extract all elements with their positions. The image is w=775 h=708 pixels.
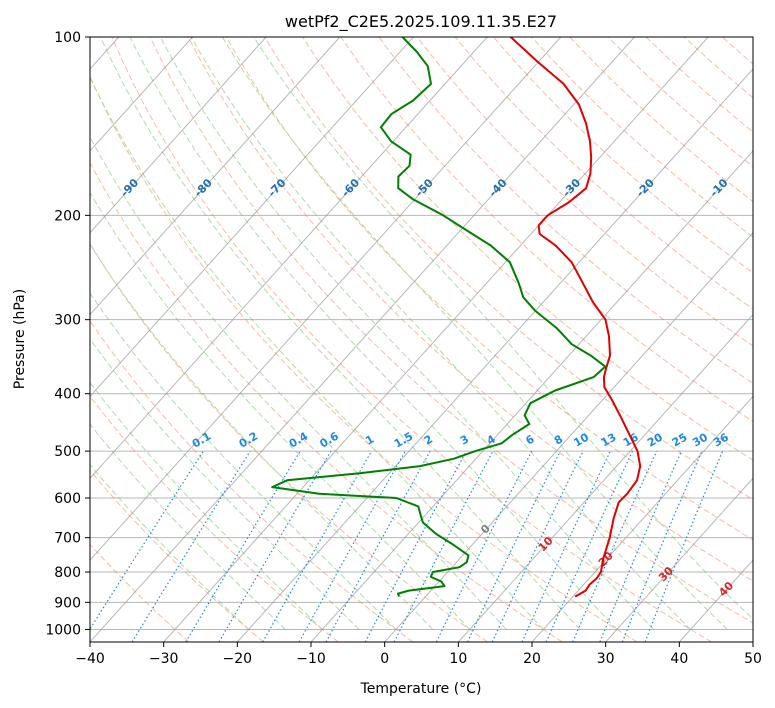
mixing-ratio-line: [572, 450, 658, 642]
y-tick-label: 800: [54, 565, 81, 581]
isotherm-line: [752, 641, 753, 642]
dry-adiabat: [90, 75, 638, 642]
plot-frame: [89, 36, 754, 643]
x-tick-label: −20: [223, 651, 253, 667]
mixing-ratio-line: [364, 450, 467, 642]
dewpoint-line: [271, 37, 607, 597]
isotherm-line: [531, 395, 753, 642]
x-tick-label: 30: [597, 651, 615, 667]
plot-background: [90, 37, 753, 642]
dry-adiabat: [149, 37, 753, 624]
x-tick-label: −30: [149, 651, 179, 667]
y-tick-label: 900: [54, 595, 81, 611]
isotherm-line: [605, 477, 753, 642]
isotherm-line: [90, 37, 267, 234]
background-lines: [90, 37, 775, 642]
isotherm-line: [90, 37, 635, 642]
dry-adiabat: [302, 37, 753, 461]
moist-adiabat: [129, 37, 618, 630]
mixing-ratio-line: [644, 450, 724, 642]
y-tick-label: 1000: [45, 622, 81, 638]
dry-adiabat: [225, 37, 753, 541]
mixing-ratio-line: [545, 450, 634, 642]
moist-adiabat: [190, 37, 691, 630]
moist-adiabat: [90, 338, 360, 630]
profiles: [271, 37, 642, 598]
y-tick-label: 400: [54, 387, 81, 403]
moist-adiabat: [90, 243, 434, 630]
moist-adiabat: [253, 37, 753, 620]
dry-adiabat: [761, 37, 775, 642]
x-tick-label: −10: [296, 651, 326, 667]
y-tick-label: 700: [54, 531, 81, 547]
y-axis-title: Pressure (hPa): [12, 289, 28, 389]
y-axis: 100 200 300 400 500 600 700 800 900 1000: [45, 30, 90, 638]
mixing-ratio-line: [435, 450, 533, 642]
mixing-ratio-labels: 0.1 0.2 0.4 0.6 1 1.5 2 3 4 6 8 10 13 16 20 25 30 36: [190, 429, 731, 450]
isotherm-line: [384, 231, 753, 642]
isotherm-line: [457, 313, 753, 642]
x-tick-label: 40: [670, 651, 688, 667]
isotherm-line: [236, 68, 753, 642]
isotherm-label: -100: [42, 173, 71, 202]
moist-adiabat: [99, 37, 581, 630]
x-tick-label: 20: [523, 651, 541, 667]
x-tick-label: −40: [75, 651, 105, 667]
x-axis: −40 −30 −20 −10 0 10 20 30 40 50: [75, 642, 762, 667]
isotherm-line: [310, 150, 753, 642]
x-tick-label: 0: [380, 651, 389, 667]
mixing-ratio-line: [599, 450, 682, 642]
moist-adiabat: [90, 423, 286, 630]
dry-adiabat: [340, 37, 753, 423]
mixing-ratio-line: [298, 450, 406, 642]
moist-adiabat: [90, 292, 397, 630]
x-tick-label: 10: [449, 651, 467, 667]
dry-adiabat: [187, 37, 753, 582]
isotherm-line: [90, 37, 488, 480]
y-tick-label: 300: [54, 313, 81, 329]
moist-adiabat: [90, 136, 507, 630]
dry-adiabat: [416, 37, 753, 347]
y-tick-label: 500: [54, 444, 81, 460]
mixing-ratio-line: [90, 450, 204, 631]
mixing-ratio-line: [131, 450, 251, 642]
isotherm-line: [90, 37, 562, 561]
x-axis-title: Temperature (°C): [360, 681, 482, 697]
isotherm-line: [90, 37, 193, 152]
chart-title: wetPf2_C2E5.2025.109.11.35.E27: [285, 12, 557, 32]
y-tick-label: 600: [54, 491, 81, 507]
dry-adiabat: [111, 37, 712, 642]
moist-adiabat: [90, 381, 323, 630]
moist-adiabat: [221, 37, 728, 630]
x-tick-label: 50: [744, 651, 762, 667]
moist-adiabat: [159, 37, 655, 630]
dry-adiabat: [90, 161, 563, 642]
y-tick-label: 100: [54, 30, 81, 46]
mixing-ratio-line: [325, 450, 431, 642]
mixing-ratio-line: [621, 450, 703, 642]
temperature-line: [510, 37, 642, 598]
isotherm-line: [163, 37, 709, 642]
isotherm-line: [90, 37, 414, 398]
dry-adiabat: [90, 469, 264, 642]
dry-adiabat: [264, 37, 753, 501]
isotherm-line: [90, 37, 341, 316]
y-tick-label: 200: [54, 208, 81, 224]
moist-adiabat: [90, 76, 544, 630]
